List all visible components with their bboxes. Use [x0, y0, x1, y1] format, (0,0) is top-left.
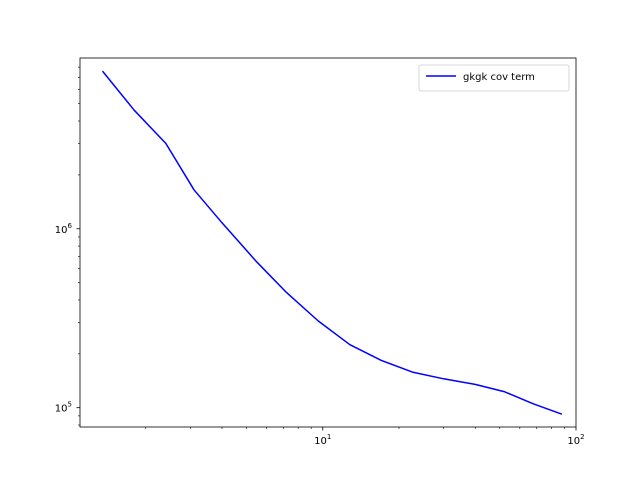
legend-box: [418, 64, 570, 92]
legend: gkgk cov term: [418, 64, 570, 92]
x-tick-label: 101: [314, 433, 331, 447]
series-layer: [101, 70, 563, 415]
plot-frame: [79, 57, 577, 428]
y-tick-label: 105: [55, 401, 72, 415]
y-tick-label: 106: [55, 222, 73, 236]
plot-area: [80, 58, 576, 427]
legend-label-gkgk-cov-term: gkgk cov term: [463, 72, 535, 83]
series-line-0: [101, 70, 563, 415]
x-tick-label: 102: [567, 433, 584, 447]
